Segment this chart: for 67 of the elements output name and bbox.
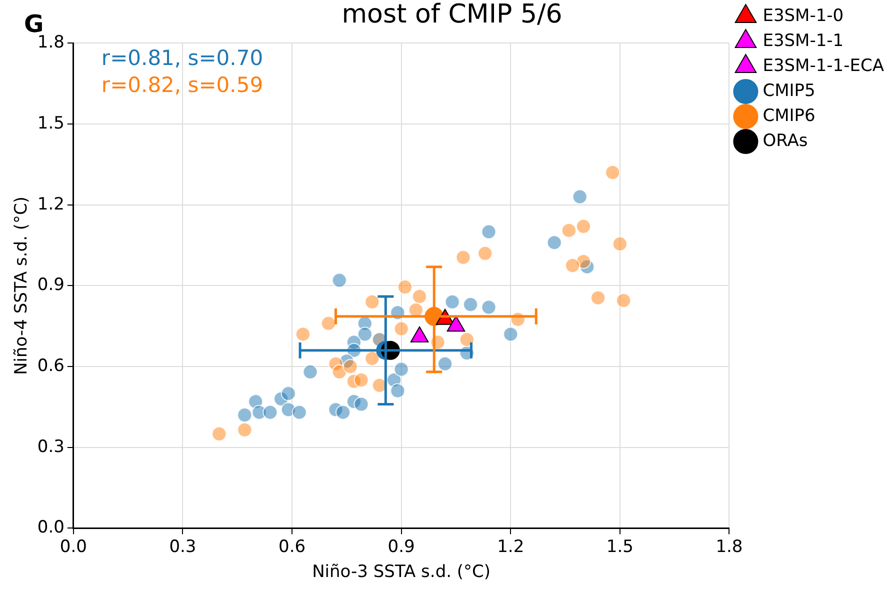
x-tick-label: 0.9 bbox=[388, 536, 415, 557]
point bbox=[616, 293, 632, 308]
point bbox=[456, 250, 471, 265]
point bbox=[302, 364, 318, 380]
x-tick-label: 1.5 bbox=[606, 536, 634, 557]
y-tick-label: 1.2 bbox=[37, 194, 64, 214]
point bbox=[295, 326, 310, 342]
annotation: r=0.81, s=0.70 bbox=[101, 46, 264, 70]
point bbox=[397, 280, 412, 295]
point bbox=[503, 326, 518, 342]
point bbox=[438, 356, 453, 372]
legend-label: CMIP6 bbox=[762, 106, 816, 126]
annotation: r=0.82, s=0.59 bbox=[101, 73, 264, 98]
point bbox=[332, 364, 347, 380]
point bbox=[354, 396, 369, 412]
y-tick-label: 1.8 bbox=[37, 32, 64, 53]
point bbox=[612, 236, 628, 252]
x-tick-label: 1.2 bbox=[497, 536, 524, 557]
y-tick-label: 0.6 bbox=[37, 356, 64, 376]
legend-label: E3SM-1-0 bbox=[762, 6, 844, 26]
point bbox=[390, 383, 406, 398]
point bbox=[292, 404, 307, 420]
point bbox=[572, 189, 588, 204]
point bbox=[444, 294, 460, 310]
y-tick-label: 0.0 bbox=[37, 518, 64, 538]
x-axis-title: Niño-3 SSTA s.d. (°C) bbox=[312, 562, 491, 582]
chart-title: most of CMIP 5/6 bbox=[342, 0, 562, 30]
point bbox=[320, 316, 336, 331]
legend-label: CMIP5 bbox=[762, 80, 816, 101]
x-tick-label: 0.6 bbox=[278, 536, 306, 557]
point bbox=[364, 294, 380, 310]
point bbox=[481, 300, 496, 315]
point bbox=[336, 404, 351, 420]
point bbox=[561, 222, 576, 238]
y-tick-label: 1.5 bbox=[37, 113, 64, 134]
point bbox=[605, 165, 620, 180]
point bbox=[237, 422, 252, 438]
legend-label: ORAs bbox=[762, 130, 808, 151]
point bbox=[565, 258, 580, 273]
x-tick-label: 0.0 bbox=[60, 536, 87, 557]
point bbox=[262, 404, 278, 420]
point bbox=[478, 246, 493, 261]
point bbox=[576, 218, 591, 234]
point bbox=[237, 408, 252, 423]
x-tick-label: 1.8 bbox=[716, 536, 743, 557]
x-tick-label: 0.3 bbox=[169, 536, 196, 557]
point bbox=[212, 426, 227, 442]
point bbox=[463, 297, 478, 312]
point bbox=[280, 386, 296, 401]
point bbox=[354, 372, 369, 388]
point bbox=[364, 350, 380, 366]
y-axis-title: Niño-4 SSTA s.d. (°C) bbox=[12, 196, 32, 375]
point bbox=[394, 321, 409, 336]
point bbox=[357, 326, 372, 342]
legend-label: E3SM-1-1-ECA bbox=[762, 56, 884, 76]
point bbox=[408, 302, 424, 318]
y-tick-label: 0.9 bbox=[37, 275, 64, 296]
point bbox=[332, 272, 347, 288]
point bbox=[412, 288, 428, 304]
point bbox=[342, 359, 358, 374]
point bbox=[459, 332, 474, 348]
point bbox=[590, 290, 606, 306]
point bbox=[546, 235, 562, 250]
point bbox=[394, 362, 409, 377]
legend-label: E3SM-1-1 bbox=[762, 30, 844, 51]
point bbox=[481, 224, 496, 240]
y-tick-label: 0.3 bbox=[37, 436, 64, 457]
